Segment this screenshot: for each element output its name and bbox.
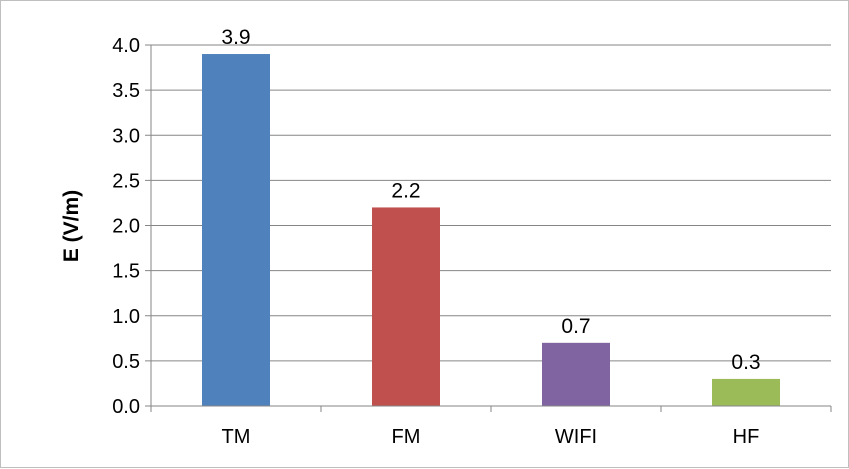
data-label-tm: 3.9 bbox=[221, 26, 250, 49]
x-tick-label-fm: FM bbox=[392, 426, 421, 448]
x-tick-label-hf: HF bbox=[733, 426, 760, 448]
data-label-hf: 0.3 bbox=[731, 351, 760, 374]
x-tick-labels: TM FM WIFI HF bbox=[222, 426, 760, 448]
y-tick-label: 0.0 bbox=[112, 396, 140, 418]
bars bbox=[202, 54, 780, 407]
x-tick-label-wifi: WIFI bbox=[555, 426, 597, 448]
y-tick-label: 2.0 bbox=[112, 216, 140, 238]
y-tick-label: 1.5 bbox=[112, 261, 140, 283]
y-tick-label: 2.5 bbox=[112, 170, 140, 192]
bar-fm bbox=[372, 207, 440, 406]
y-tick-label: 4.0 bbox=[112, 35, 140, 57]
bar-wifi bbox=[542, 342, 610, 406]
data-label-wifi: 0.7 bbox=[561, 315, 590, 338]
bar-tm bbox=[202, 54, 270, 407]
y-tick-label: 0.5 bbox=[112, 351, 140, 373]
y-tick-label: 3.0 bbox=[112, 125, 140, 147]
y-axis-title: E (V/m) bbox=[60, 190, 83, 262]
x-tick-label-tm: TM bbox=[222, 426, 251, 448]
y-tick-label: 1.0 bbox=[112, 306, 140, 328]
y-tick-labels: 0.0 0.5 1.0 1.5 2.0 2.5 3.0 3.5 4.0 bbox=[112, 35, 140, 418]
axes bbox=[145, 44, 832, 412]
y-tick-label: 3.5 bbox=[112, 80, 140, 102]
bar-hf bbox=[712, 378, 780, 406]
data-labels: 3.9 2.2 0.7 0.3 bbox=[221, 26, 760, 374]
data-label-fm: 2.2 bbox=[391, 179, 420, 202]
